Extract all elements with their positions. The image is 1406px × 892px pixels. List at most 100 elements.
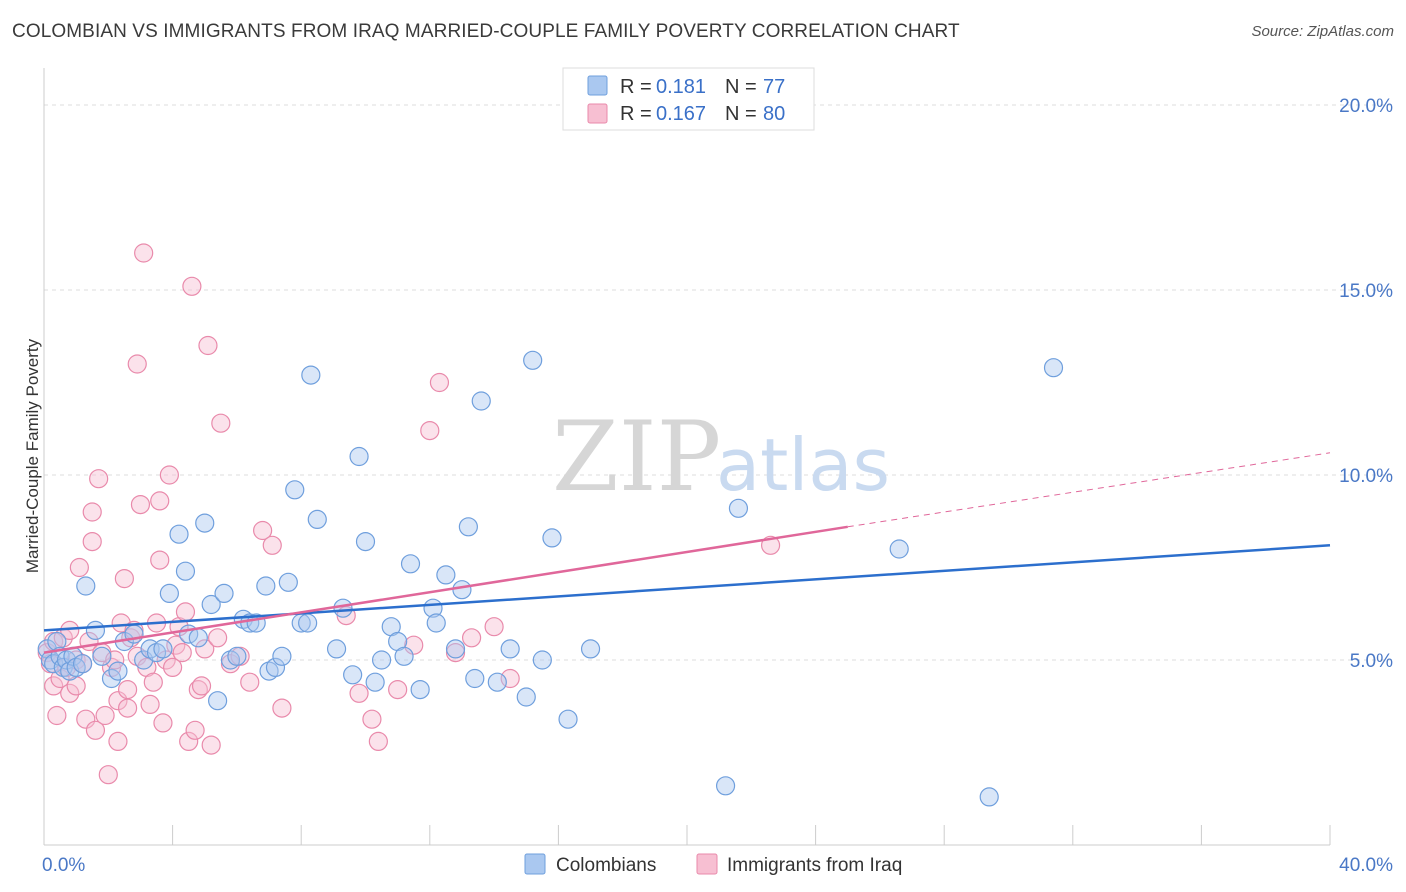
gridlines [44, 104, 1393, 661]
colombians-point-45 [307, 509, 327, 530]
x-axis-ticks [172, 825, 1331, 845]
colombians-point-75 [728, 498, 749, 518]
iraq-point-39 [143, 672, 163, 692]
colombians-point-73 [580, 639, 601, 659]
bottom-legend-label-iraq: Immigrants from Iraq [727, 855, 902, 876]
iraq-point-70 [368, 731, 388, 752]
y-axis-label: Married-Couple Family Poverty [23, 338, 42, 573]
colombians-point-69 [523, 350, 543, 370]
colombians-point-29 [208, 691, 228, 711]
source-credit: Source: ZipAtlas.com [1251, 23, 1394, 40]
colombians-point-70 [532, 650, 552, 670]
iraq-point-4 [47, 705, 67, 726]
colombians-point-67 [500, 639, 520, 659]
iraq-point-68 [349, 683, 369, 703]
iraq-point-44 [156, 650, 176, 670]
iraq-point-73 [420, 421, 440, 441]
colombians-point-41 [285, 480, 305, 500]
colombians-point-46 [326, 639, 347, 659]
y-tick-label-15: 15.0% [1339, 281, 1393, 302]
colombians-point-30 [214, 583, 234, 604]
trend-line-iraq [43, 525, 848, 654]
colombians-point-36 [256, 576, 276, 596]
iraq-point-58 [201, 735, 221, 755]
iraq-point-65 [262, 535, 282, 555]
iraq-point-8 [60, 683, 80, 703]
iraq-point-25 [108, 691, 128, 711]
iraq-point-38 [140, 694, 160, 715]
colombians-point-47 [333, 598, 353, 618]
colombians-point-61 [445, 639, 466, 659]
iraq-point-71 [388, 679, 408, 700]
colombians-point-71 [542, 528, 562, 548]
iraq-point-34 [127, 354, 147, 374]
iraq-point-28 [114, 568, 134, 589]
iraq-point-43 [153, 713, 173, 733]
iraq-point-41 [150, 550, 170, 570]
colombians-point-44 [301, 365, 321, 385]
iraq-point-69 [362, 709, 382, 729]
iraq-point-18 [85, 720, 106, 740]
legend-r-label-colombians: R = [620, 76, 652, 98]
colombians-point-56 [400, 554, 421, 574]
iraq-point-49 [172, 642, 192, 663]
iraq-point-51 [179, 731, 199, 752]
bottom-legend-swatch-iraq [696, 853, 718, 875]
watermark-atlas: atlas [716, 423, 890, 507]
legend-n-label-colombians: N = [725, 76, 757, 98]
iraq-point-29 [117, 679, 138, 700]
colombians-point-72 [558, 709, 578, 729]
colombians-point-59 [426, 613, 446, 633]
iraq-point-76 [461, 628, 482, 648]
colombians-point-39 [272, 646, 292, 666]
colombians-point-66 [487, 672, 507, 692]
iraq-point-22 [98, 765, 118, 785]
colombians-point-14 [101, 668, 122, 689]
x-tick-label-max: 40.0% [1339, 855, 1393, 876]
colombians-point-49 [349, 446, 369, 467]
legend-r-value-iraq: 0.167 [656, 103, 706, 125]
y-axis-tick-labels: 5.0% 10.0% 15.0% 20.0% [1339, 96, 1393, 672]
y-tick-label-20: 20.0% [1339, 96, 1393, 117]
iraq-point-60 [211, 413, 231, 433]
colombians-point-22 [159, 583, 179, 604]
colombians-point-23 [169, 524, 189, 544]
colombians-point-57 [410, 679, 430, 700]
colombians-point-51 [365, 672, 385, 692]
iraq-point-59 [208, 628, 228, 648]
iraq-point-78 [500, 668, 520, 689]
iraq-point-64 [253, 520, 273, 541]
iraq-point-52 [182, 276, 202, 296]
colombians-point-24 [175, 561, 196, 581]
iraq-point-56 [195, 639, 215, 659]
iraq-point-14 [76, 709, 96, 729]
series-colombians-points [37, 350, 1064, 807]
colombians-point-62 [452, 580, 472, 600]
iraq-point-77 [484, 617, 504, 637]
iraq-point-55 [191, 676, 212, 696]
iraq-point-45 [159, 465, 179, 485]
bottom-legend-swatch-colombians [524, 853, 546, 875]
colombians-point-52 [371, 650, 392, 670]
colombians-point-28 [201, 594, 221, 615]
colombians-point-76 [889, 539, 909, 559]
legend-swatch-colombians [587, 75, 608, 96]
colombians-point-43 [298, 613, 318, 633]
trend-line-colombians [43, 544, 1331, 632]
colombians-point-78 [1043, 358, 1064, 378]
colombians-point-21 [153, 639, 173, 659]
iraq-point-3 [44, 676, 64, 696]
y-tick-label-10: 10.0% [1339, 466, 1393, 487]
colombians-point-60 [436, 565, 456, 585]
iraq-point-21 [95, 705, 115, 726]
iraq-point-53 [185, 720, 205, 740]
legend-n-value-colombians: 77 [763, 76, 785, 98]
colombians-point-55 [394, 646, 414, 666]
bottom-legend-label-colombians: Colombians [556, 855, 656, 876]
iraq-point-16 [82, 531, 102, 552]
colombians-point-64 [465, 668, 485, 689]
colombians-point-68 [516, 687, 536, 707]
colombians-point-11 [76, 576, 96, 596]
iraq-point-47 [166, 635, 186, 655]
